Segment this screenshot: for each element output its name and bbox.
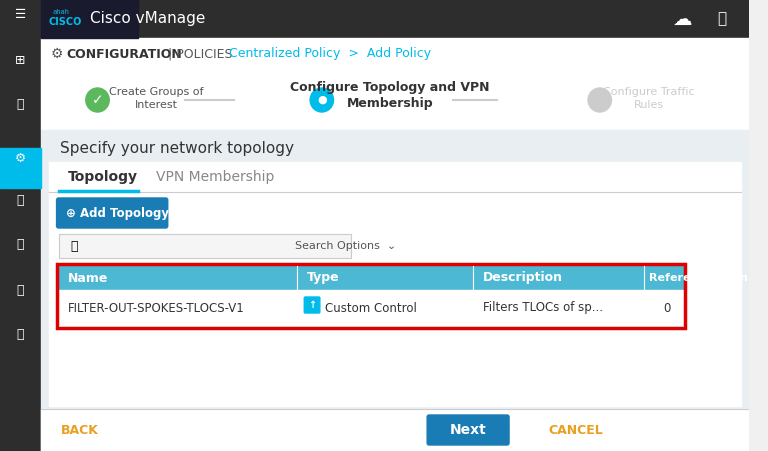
Text: 🔧: 🔧 bbox=[17, 193, 25, 207]
Text: ⊕ Add Topology  ▾: ⊕ Add Topology ▾ bbox=[66, 207, 184, 220]
Text: Name: Name bbox=[68, 272, 108, 285]
Text: VPN Membership: VPN Membership bbox=[156, 170, 274, 184]
FancyBboxPatch shape bbox=[427, 415, 509, 445]
Bar bbox=[58, 234, 351, 258]
Text: ↑: ↑ bbox=[308, 300, 316, 310]
Bar bbox=[41, 38, 749, 70]
Text: ☰: ☰ bbox=[15, 9, 26, 22]
Text: Specify your network topology: Specify your network topology bbox=[61, 141, 294, 156]
Text: FILTER-OUT-SPOKES-TLOCS-V1: FILTER-OUT-SPOKES-TLOCS-V1 bbox=[68, 302, 245, 314]
Text: 🔒: 🔒 bbox=[17, 239, 25, 252]
Text: 📋: 📋 bbox=[717, 11, 727, 27]
Bar bbox=[57, 264, 684, 328]
Text: 📊: 📊 bbox=[17, 328, 25, 341]
Text: Centralized Policy  >  Add Policy: Centralized Policy > Add Policy bbox=[229, 47, 432, 60]
Text: Next: Next bbox=[450, 423, 486, 437]
Bar bbox=[0, 0, 41, 451]
Text: ahah: ahah bbox=[53, 9, 70, 15]
Text: Configure Traffic: Configure Traffic bbox=[603, 87, 694, 97]
Bar bbox=[41, 409, 749, 451]
Bar bbox=[58, 290, 683, 326]
Bar bbox=[41, 70, 749, 130]
Bar bbox=[41, 130, 749, 451]
Circle shape bbox=[310, 88, 333, 112]
Bar bbox=[41, 0, 138, 38]
Bar bbox=[0, 148, 41, 188]
FancyBboxPatch shape bbox=[57, 198, 167, 228]
Text: Interest: Interest bbox=[134, 100, 177, 110]
Text: Topology: Topology bbox=[68, 170, 138, 184]
Text: Custom Control: Custom Control bbox=[325, 302, 416, 314]
Text: 👥: 👥 bbox=[17, 284, 25, 296]
Text: CISCO: CISCO bbox=[48, 17, 82, 27]
Bar bbox=[48, 162, 741, 406]
Text: Reference Coun: Reference Coun bbox=[648, 273, 747, 283]
Text: Create Groups of: Create Groups of bbox=[109, 87, 204, 97]
Text: CANCEL: CANCEL bbox=[548, 423, 603, 437]
Text: ⚙: ⚙ bbox=[51, 47, 63, 61]
Text: Search Options  ⌄: Search Options ⌄ bbox=[294, 241, 396, 251]
Text: Configure Topology and VPN: Configure Topology and VPN bbox=[290, 82, 490, 95]
Text: CONFIGURATION: CONFIGURATION bbox=[66, 47, 182, 60]
Text: ⚙: ⚙ bbox=[15, 152, 26, 165]
Text: 🖥: 🖥 bbox=[17, 98, 25, 111]
Text: BACK: BACK bbox=[61, 423, 99, 437]
Text: ●: ● bbox=[317, 95, 326, 105]
Text: Filters TLOCs of sp...: Filters TLOCs of sp... bbox=[483, 302, 603, 314]
Bar bbox=[41, 0, 749, 38]
Text: ⊞: ⊞ bbox=[15, 54, 26, 66]
Circle shape bbox=[86, 88, 109, 112]
Text: ✓: ✓ bbox=[91, 93, 104, 107]
Text: | POLICIES: | POLICIES bbox=[167, 47, 232, 60]
Bar bbox=[58, 266, 683, 290]
Text: Type: Type bbox=[307, 272, 339, 285]
Text: Membership: Membership bbox=[347, 97, 433, 110]
Text: 0: 0 bbox=[663, 302, 670, 314]
Text: 🔍: 🔍 bbox=[70, 239, 78, 253]
Text: Cisco vManage: Cisco vManage bbox=[90, 11, 205, 27]
Bar bbox=[58, 234, 351, 258]
Circle shape bbox=[588, 88, 611, 112]
Text: Rules: Rules bbox=[634, 100, 664, 110]
FancyBboxPatch shape bbox=[304, 297, 319, 313]
Text: ☁: ☁ bbox=[673, 9, 693, 28]
Text: Description: Description bbox=[483, 272, 563, 285]
